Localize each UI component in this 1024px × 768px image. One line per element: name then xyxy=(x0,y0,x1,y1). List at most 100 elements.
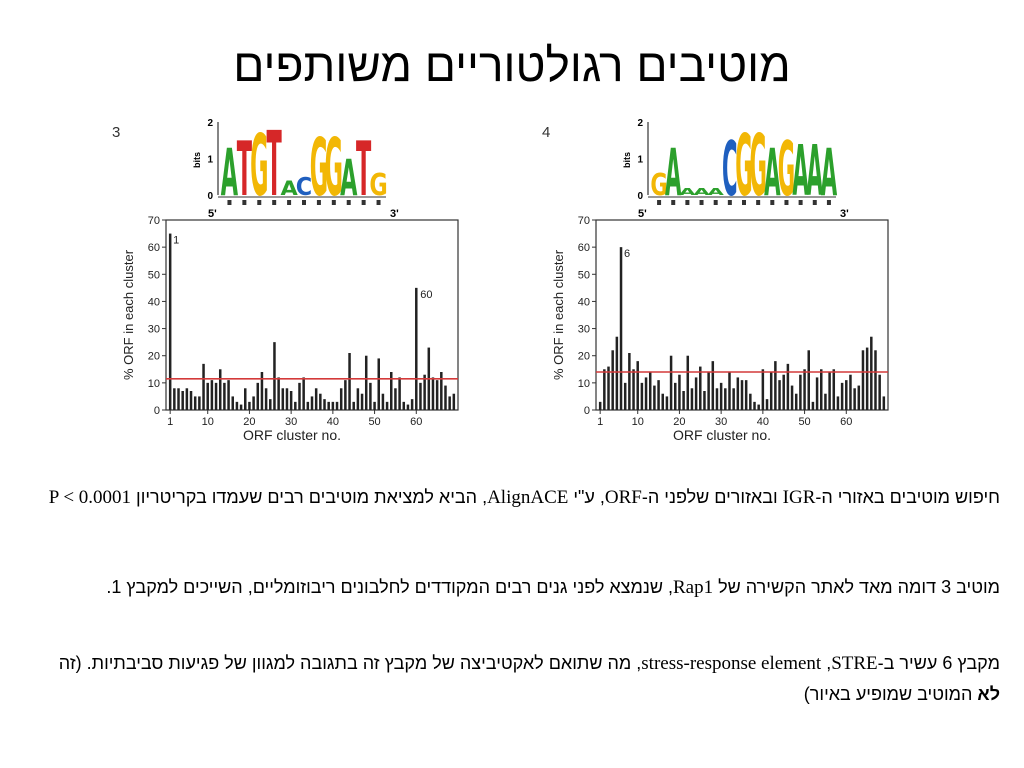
bar xyxy=(281,388,285,410)
bar xyxy=(335,401,339,410)
paragraph-motif-search: חיפוש מוטיבים באזורי ה-IGR ובאזורים שלפנ… xyxy=(40,482,1000,513)
bar xyxy=(703,391,706,410)
bar xyxy=(811,401,815,410)
logo-letter: G xyxy=(310,121,328,214)
logo-ytick-label: 0 xyxy=(207,191,213,202)
bar xyxy=(861,350,865,410)
x-axis-label: ORF cluster no. xyxy=(673,427,771,443)
bar xyxy=(878,374,881,410)
logo-y-axis-label: bits xyxy=(192,152,202,168)
bar xyxy=(252,396,255,410)
logo-position-tick xyxy=(770,200,775,205)
bar xyxy=(774,361,777,410)
bar xyxy=(339,388,343,410)
y-axis-label: % ORF in each cluster xyxy=(121,249,136,380)
bar xyxy=(356,388,360,410)
paragraph-motif-3: מוטיב 3 דומה מאד לאתר הקשירה של Rap1, שנ… xyxy=(40,572,1000,603)
bar xyxy=(273,342,276,410)
p1-term-alignace: AlignACE xyxy=(487,487,569,508)
logo-letter: G xyxy=(735,117,752,216)
bar xyxy=(431,377,435,410)
p1-text-a: חיפוש מוטיבים באזורי ה- xyxy=(815,487,1000,507)
bar xyxy=(678,374,681,410)
logo-position-tick xyxy=(756,200,761,205)
bar xyxy=(674,382,677,410)
logo-position-tick xyxy=(727,200,732,205)
bar xyxy=(289,391,293,410)
logo-position-tick xyxy=(826,200,831,205)
logo-letter: T xyxy=(356,126,371,213)
x-tick-label: 60 xyxy=(840,416,852,428)
logo-position-tick xyxy=(742,200,746,205)
bar-annotation: 6 xyxy=(624,248,630,260)
bar xyxy=(369,382,372,410)
bar xyxy=(448,396,451,410)
logo-letter: A xyxy=(807,131,823,212)
x-tick-label: 1 xyxy=(167,416,173,428)
logo-letter: A xyxy=(340,150,357,208)
logo-letter: A xyxy=(221,136,239,211)
logo-letter: A xyxy=(679,186,696,197)
bar xyxy=(419,382,422,410)
bar xyxy=(239,404,243,410)
bar xyxy=(377,358,380,410)
bar xyxy=(410,399,414,410)
x-tick-label: 1 xyxy=(597,416,603,428)
bar xyxy=(845,380,848,410)
logo-letter: A xyxy=(665,136,682,211)
bar xyxy=(882,396,886,410)
p1-text-b: ובאזורים שלפני ה- xyxy=(641,487,783,507)
logo-ytick-label: 2 xyxy=(637,118,643,129)
figure-motif-4: 4 0 1 2 bits G A A A A C G G A G A A A 5' 3' 0 10 20 30 40 50 60 70… xyxy=(530,110,930,455)
bar-annotation: 60 xyxy=(420,289,432,301)
logo-position-tick xyxy=(657,200,662,205)
bar xyxy=(603,369,606,410)
bar xyxy=(193,396,197,410)
bar xyxy=(628,353,631,410)
logo-ytick-label: 2 xyxy=(207,118,213,129)
bar xyxy=(306,401,310,410)
bar xyxy=(682,391,685,410)
bar xyxy=(711,361,715,410)
bar xyxy=(168,233,172,410)
p3-text-b: , xyxy=(821,653,832,673)
bar xyxy=(364,355,368,410)
y-tick-label: 30 xyxy=(148,324,160,336)
bar xyxy=(415,287,418,410)
bar xyxy=(598,401,602,410)
logo-position-tick xyxy=(812,200,817,205)
bar xyxy=(181,391,184,410)
bar xyxy=(719,382,723,410)
p1-text-c: , ע"י xyxy=(568,487,605,507)
bar xyxy=(402,401,406,410)
bar xyxy=(761,369,765,410)
logo-position-tick xyxy=(257,200,262,205)
bar xyxy=(210,380,214,410)
slide-title: מוטיבים רגולטוריים משותפים xyxy=(233,39,791,91)
bar xyxy=(223,382,226,410)
bar xyxy=(765,399,769,410)
p1-term-orf: ORF xyxy=(604,487,642,508)
bar xyxy=(398,377,401,410)
x-tick-label: 30 xyxy=(285,416,297,428)
bar xyxy=(803,369,806,410)
bar xyxy=(444,385,447,410)
bar xyxy=(256,382,260,410)
x-tick-label: 40 xyxy=(757,416,769,428)
bar xyxy=(435,380,439,410)
logo-letter: T xyxy=(237,126,252,213)
bar xyxy=(724,388,727,410)
bar xyxy=(836,396,840,410)
bar xyxy=(423,374,426,410)
y-tick-label: 60 xyxy=(578,242,590,254)
y-tick-label: 60 xyxy=(148,242,160,254)
logo-start-label: 5' xyxy=(638,208,647,220)
x-tick-label: 40 xyxy=(327,416,339,428)
bar xyxy=(790,385,794,410)
bar-annotation: 1 xyxy=(173,235,179,247)
bar xyxy=(331,401,335,410)
x-tick-label: 50 xyxy=(368,416,380,428)
bar xyxy=(757,404,760,410)
bar xyxy=(715,388,719,410)
